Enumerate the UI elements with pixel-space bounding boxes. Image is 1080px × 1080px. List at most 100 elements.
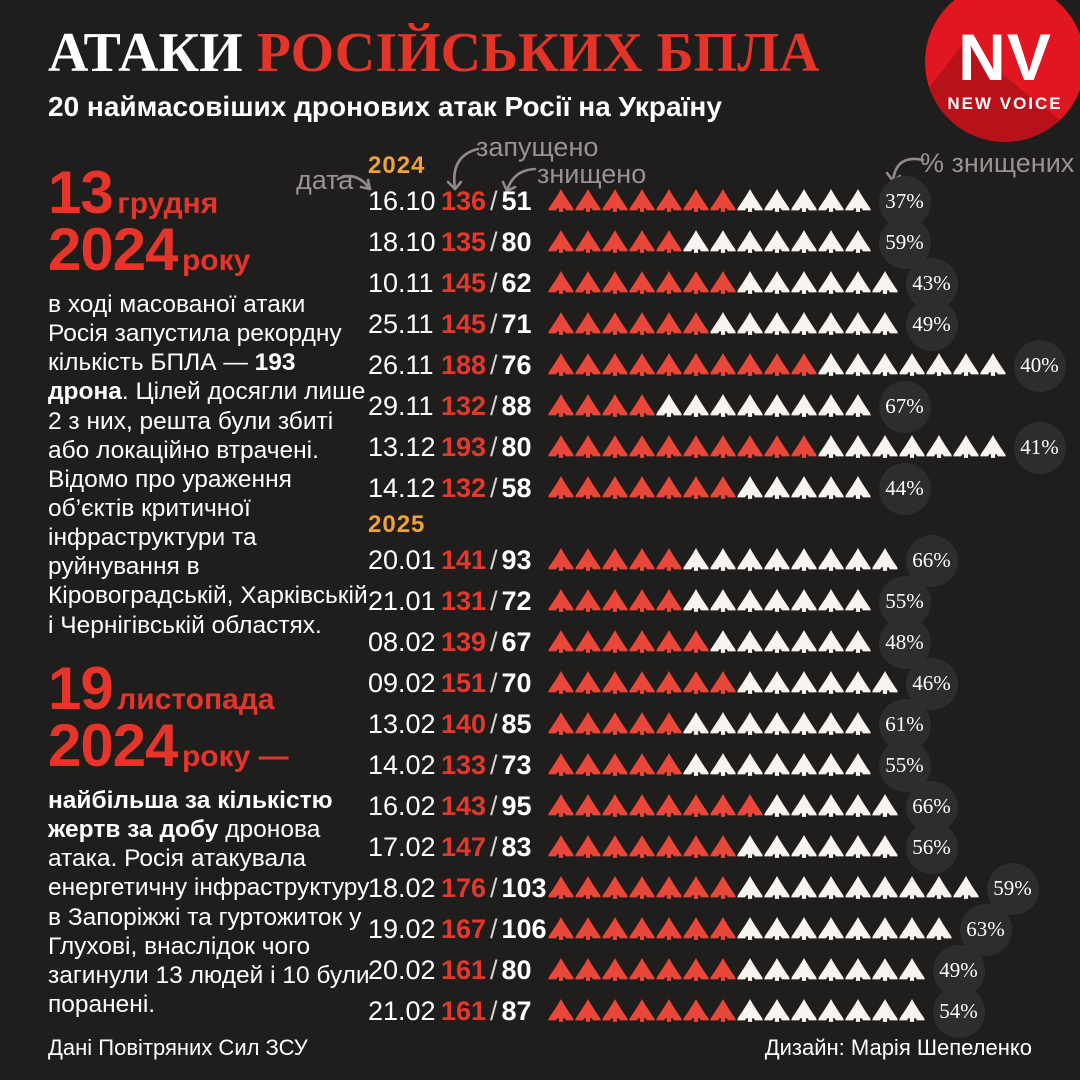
drone-icon xyxy=(763,548,790,571)
drone-icon xyxy=(655,230,682,253)
row-slash: / xyxy=(490,268,498,298)
drone-icon xyxy=(817,835,844,858)
row-icons xyxy=(547,792,899,821)
drone-icon xyxy=(655,999,682,1022)
drone-icon xyxy=(790,712,817,735)
row-date: 13.02 xyxy=(368,709,436,739)
drone-icon xyxy=(952,353,979,376)
row-slash: / xyxy=(490,627,498,657)
chart-row: 16.10 136 / 51 37% xyxy=(368,175,1068,228)
row-launched-value: 147 xyxy=(440,832,486,862)
big-date-month: листопада xyxy=(117,683,275,716)
drone-icon xyxy=(547,671,574,694)
row-percent-badge: 44% xyxy=(878,462,931,515)
drone-icon xyxy=(628,712,655,735)
drone-icon xyxy=(871,794,898,817)
drone-icon xyxy=(709,271,736,294)
highlight-text-part: . Цілей досягли лише 2 з них, решта були… xyxy=(48,378,368,639)
row-destroyed-value: 51 xyxy=(501,186,532,216)
drone-icon xyxy=(655,712,682,735)
row-icons xyxy=(547,269,899,298)
chart-row: 20.01 141 / 93 66% xyxy=(368,534,1068,587)
drone-icon xyxy=(898,917,925,940)
row-date: 16.02 xyxy=(368,791,436,821)
big-date-day: 19 xyxy=(48,655,114,722)
page-subtitle: 20 наймасовіших дронових атак Росії на У… xyxy=(48,90,722,122)
drone-icon xyxy=(709,835,736,858)
big-date-line: 2024 року xyxy=(48,220,370,280)
drone-icon xyxy=(574,999,601,1022)
drone-icon xyxy=(709,312,736,335)
row-launched-value: 133 xyxy=(440,750,486,780)
drone-icon xyxy=(844,958,871,981)
highlight-block-19-november: 19 листопада 2024 року — найбільша за кі… xyxy=(48,659,370,1019)
drone-icon xyxy=(628,394,655,417)
drone-icon xyxy=(628,189,655,212)
drone-icon xyxy=(601,876,628,899)
drone-icon xyxy=(601,189,628,212)
drone-icon xyxy=(574,589,601,612)
drone-icon xyxy=(655,958,682,981)
drone-icon xyxy=(574,353,601,376)
row-destroyed-value: 72 xyxy=(501,586,532,616)
drone-icon xyxy=(682,958,709,981)
drone-icon xyxy=(547,189,574,212)
drone-icon xyxy=(898,999,925,1022)
drone-icon xyxy=(871,435,898,458)
row-slash: / xyxy=(490,309,498,339)
drone-icon xyxy=(682,312,709,335)
row-destroyed-value: 58 xyxy=(501,473,532,503)
row-destroyed-value: 70 xyxy=(501,668,532,698)
row-launched-value: 140 xyxy=(440,709,486,739)
drone-icon xyxy=(817,435,844,458)
row-destroyed-value: 87 xyxy=(501,996,532,1026)
row-percent-value: 59% xyxy=(885,230,924,254)
drone-icon xyxy=(655,394,682,417)
drone-icon xyxy=(574,753,601,776)
drone-icon xyxy=(574,671,601,694)
drone-icon xyxy=(628,835,655,858)
row-slash: / xyxy=(490,391,498,421)
drone-icon xyxy=(601,794,628,817)
row-icons xyxy=(547,833,899,862)
drone-icon xyxy=(736,958,763,981)
row-date: 26.11 xyxy=(368,350,434,380)
drone-icon xyxy=(790,999,817,1022)
row-percent-value: 66% xyxy=(912,548,951,572)
drone-icon xyxy=(601,671,628,694)
big-date-year-unit: року xyxy=(181,244,251,277)
row-slash: / xyxy=(490,473,498,503)
row-date: 21.02 xyxy=(368,996,436,1026)
row-percent-badge: 56% xyxy=(905,821,958,874)
row-destroyed-value: 76 xyxy=(501,350,532,380)
row-destroyed-value: 80 xyxy=(501,227,532,257)
row-percent-value: 46% xyxy=(912,671,951,695)
chart-row: 18.02 176 / 103 59% xyxy=(368,862,1068,915)
drone-icon xyxy=(844,876,871,899)
row-icons xyxy=(547,915,953,944)
row-slash: / xyxy=(490,873,498,903)
row-percent-badge: 54% xyxy=(932,985,985,1038)
drone-icon xyxy=(709,353,736,376)
row-slash: / xyxy=(490,791,498,821)
drone-icon xyxy=(682,548,709,571)
row-slash: / xyxy=(490,186,498,216)
drone-icon xyxy=(979,353,1006,376)
drone-icon xyxy=(682,589,709,612)
drone-icon xyxy=(763,671,790,694)
row-percent-badge: 63% xyxy=(959,903,1012,956)
drone-icon xyxy=(682,876,709,899)
row-icons xyxy=(547,956,926,985)
drone-icon xyxy=(601,589,628,612)
year-label: 2024 xyxy=(368,151,426,179)
drone-icon xyxy=(709,958,736,981)
drone-icon xyxy=(601,353,628,376)
drone-icon xyxy=(601,312,628,335)
row-icons xyxy=(547,628,872,657)
drone-icon xyxy=(817,794,844,817)
drone-icon xyxy=(736,917,763,940)
row-slash: / xyxy=(490,832,498,862)
drone-icon xyxy=(547,476,574,499)
drone-icon xyxy=(790,271,817,294)
drone-icon xyxy=(682,917,709,940)
